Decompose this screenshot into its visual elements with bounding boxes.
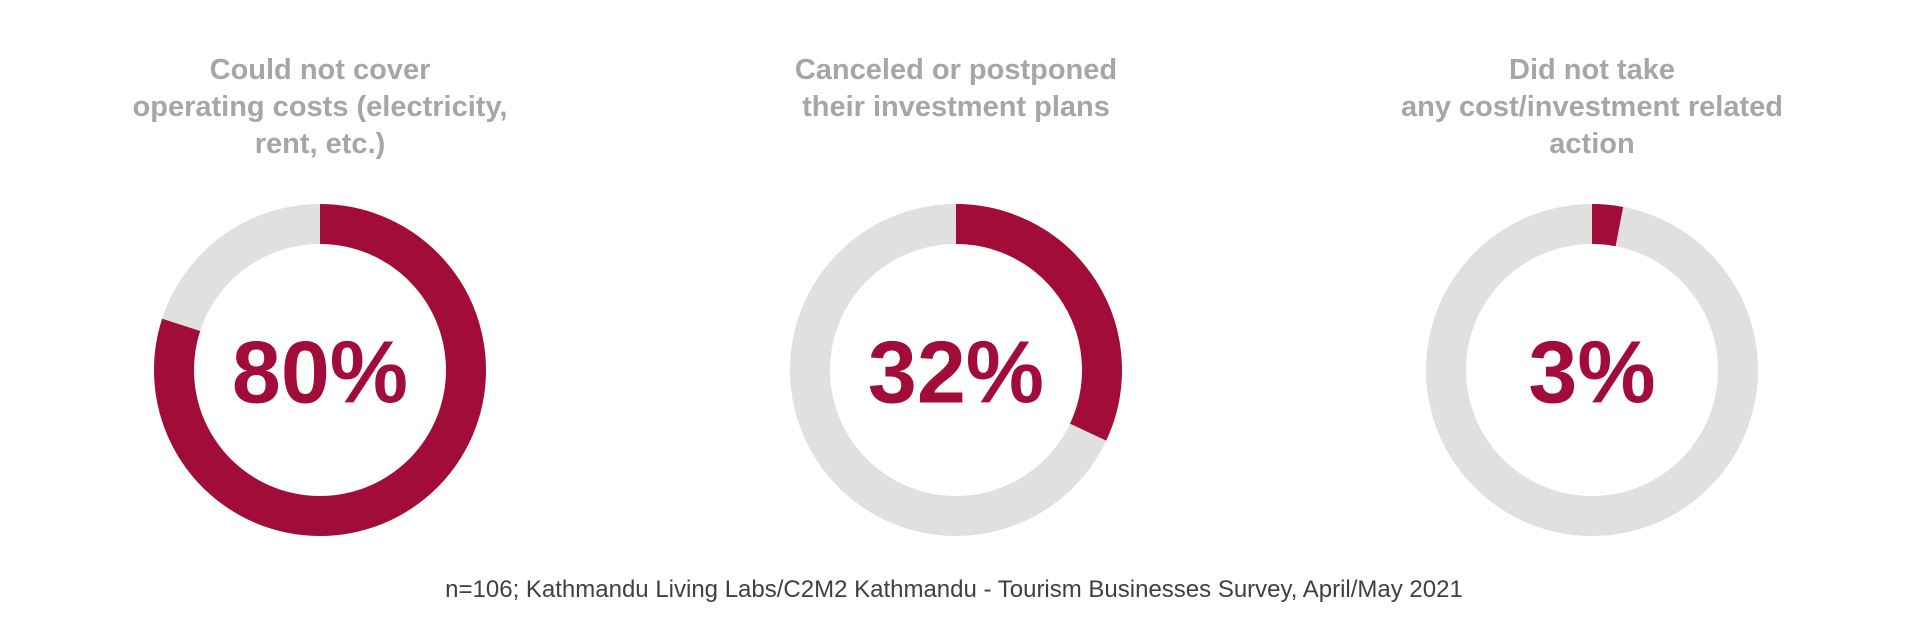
donut-value-label: 32% [868,323,1044,422]
donut-title: Did not take any cost/investment related… [1401,54,1783,160]
donut-panel-investment-plans: Canceled or postponed their investment p… [676,0,1236,560]
donut-segment [154,204,486,536]
donut-chart: 3% [1426,204,1758,536]
donut-value-label: 3% [1528,323,1655,422]
donut-segment [1591,204,1624,247]
donut-segment [955,204,1122,441]
donut-value-label: 80% [232,323,408,422]
donut-panel-operating-costs: Could not cover operating costs (electri… [40,0,600,560]
donut-panel-no-action: Did not take any cost/investment related… [1312,0,1872,560]
donut-title: Could not cover operating costs (electri… [132,54,508,160]
donut-chart: 80% [154,204,486,536]
donut-title: Canceled or postponed their investment p… [794,54,1118,123]
source-note: n=106; Kathmandu Living Labs/C2M2 Kathma… [445,576,1463,603]
donut-chart: 32% [790,204,1122,536]
